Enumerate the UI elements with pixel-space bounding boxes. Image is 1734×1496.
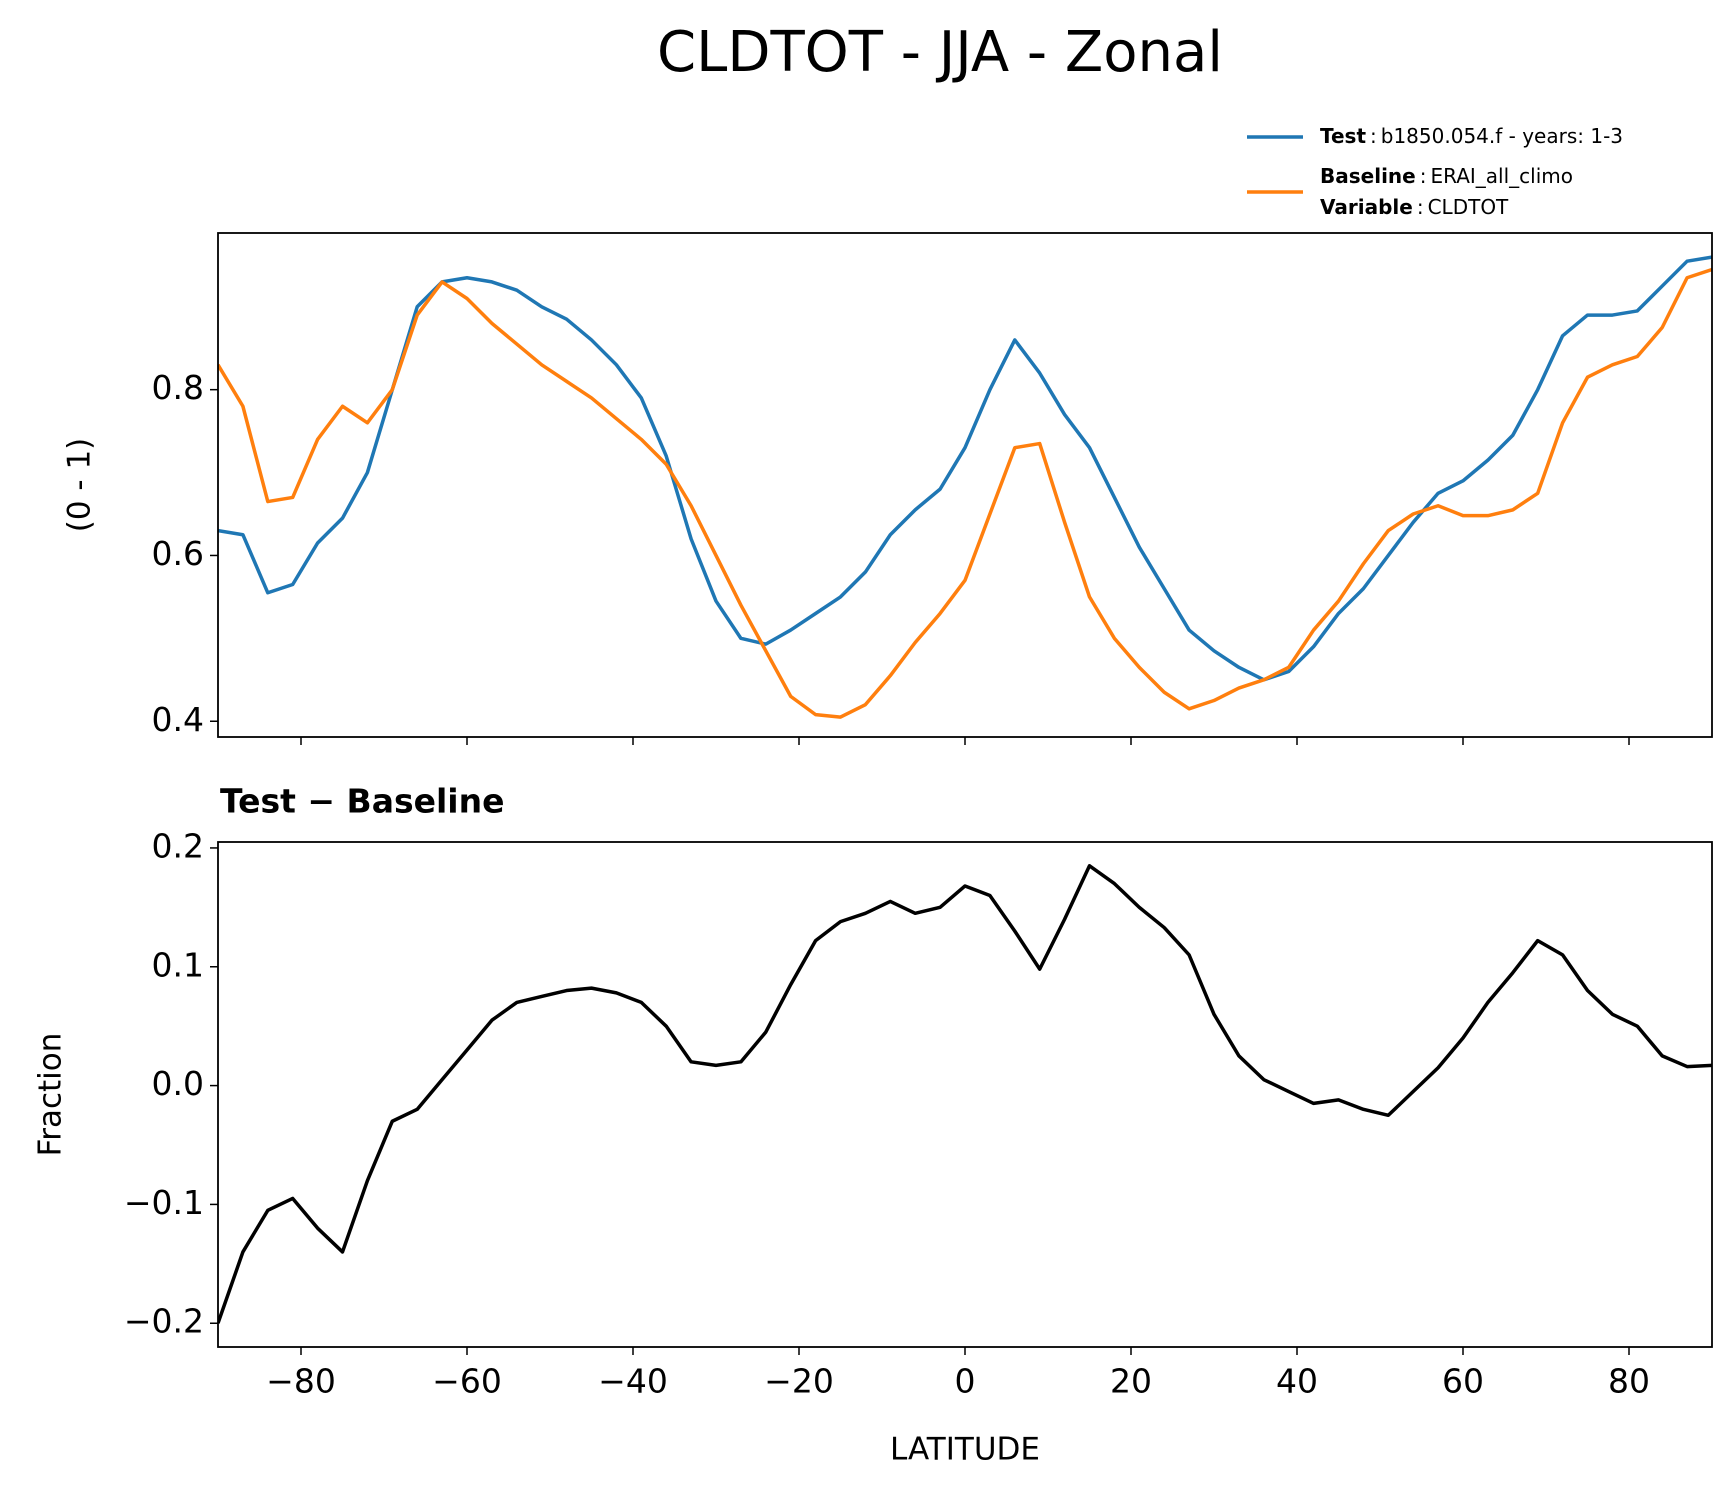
legend-entry: Variable: CLDTOT [1320, 195, 1509, 219]
y-axis-label: (0 - 1) [62, 438, 98, 533]
y-tick-label: 0.0 [152, 1064, 204, 1103]
y-tick-label: 0.4 [152, 700, 204, 739]
legend-description: CLDTOT [1428, 195, 1509, 219]
x-tick-label: 0 [955, 1362, 976, 1401]
x-tick-label: 20 [1110, 1362, 1152, 1401]
series-line [218, 864, 1712, 1324]
x-tick-label: −60 [432, 1362, 502, 1401]
legend-separator: : [1417, 195, 1424, 219]
legend-entry: Test: b1850.054.f - years: 1-3 [1320, 124, 1623, 148]
x-tick-label: 40 [1276, 1362, 1318, 1401]
y-tick-label: 0.8 [152, 368, 204, 407]
x-tick-label: −20 [764, 1362, 834, 1401]
x-tick-label: 60 [1442, 1362, 1484, 1401]
y-tick-label: −0.1 [124, 1183, 204, 1222]
x-axis-label: LATITUDE [890, 1432, 1040, 1468]
legend-label: Baseline [1320, 164, 1416, 188]
legend-entry: Baseline: ERAI_all_climo [1320, 164, 1573, 188]
subplot-title: Test − Baseline [220, 782, 505, 821]
plot-frame [217, 232, 1713, 738]
x-tick-label: −80 [266, 1362, 336, 1401]
y-axis-label: Fraction [33, 1033, 69, 1157]
legend-description: b1850.054.f - years: 1-3 [1381, 124, 1623, 148]
legend-description: ERAI_all_climo [1430, 164, 1573, 188]
figure-title: CLDTOT - JJA - Zonal [657, 20, 1223, 85]
y-tick-label: 0.2 [152, 826, 204, 865]
y-tick-label: 0.6 [152, 534, 204, 573]
x-tick-label: −40 [598, 1362, 668, 1401]
legend-label: Variable [1320, 195, 1413, 219]
legend-label: Test [1320, 124, 1366, 148]
y-tick-label: −0.2 [124, 1302, 204, 1341]
plot-frame [217, 841, 1713, 1348]
legend-separator: : [1420, 164, 1427, 188]
y-tick-label: 0.1 [152, 945, 204, 984]
legend-separator: : [1370, 124, 1377, 148]
x-tick-label: 80 [1608, 1362, 1650, 1401]
series-line [218, 267, 1712, 719]
series-line [218, 255, 1712, 682]
